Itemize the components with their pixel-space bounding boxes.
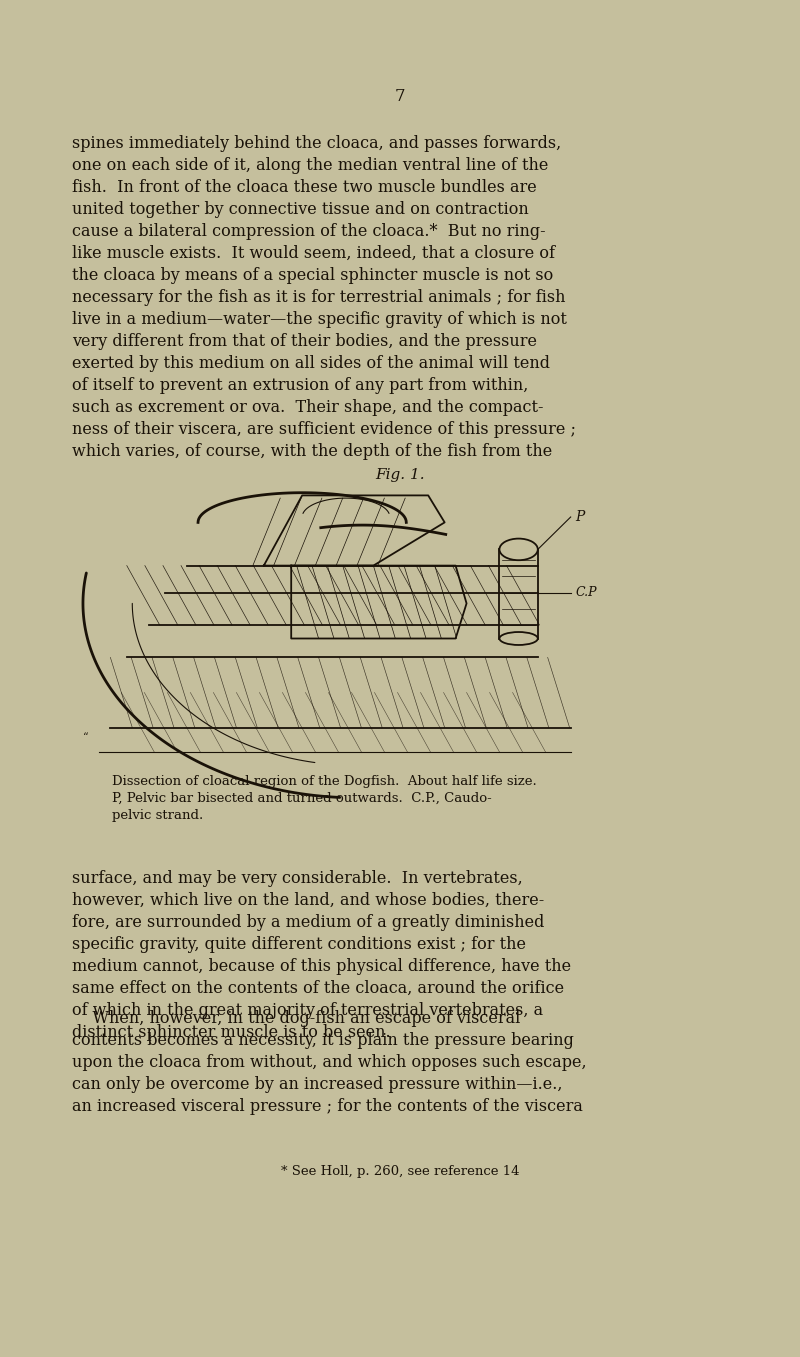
Text: P, Pelvic bar bisected and turned outwards.  C.P., Caudo-: P, Pelvic bar bisected and turned outwar… <box>112 792 492 805</box>
Text: pelvic strand.: pelvic strand. <box>112 809 203 822</box>
Text: of which in the great majority of terrestrial vertebrates, a: of which in the great majority of terres… <box>72 1001 543 1019</box>
Text: of itself to prevent an extrusion of any part from within,: of itself to prevent an extrusion of any… <box>72 377 528 394</box>
Text: Dissection of cloacal region of the Dogfish.  About half life size.: Dissection of cloacal region of the Dogf… <box>112 775 537 788</box>
Text: When, however, in the dog-fish an escape of visceral: When, however, in the dog-fish an escape… <box>72 1010 520 1027</box>
Text: exerted by this medium on all sides of the animal will tend: exerted by this medium on all sides of t… <box>72 356 550 372</box>
Text: distinct sphincter muscle is to be seen.: distinct sphincter muscle is to be seen. <box>72 1025 390 1041</box>
Text: upon the cloaca from without, and which opposes such escape,: upon the cloaca from without, and which … <box>72 1054 586 1071</box>
Text: contents becomes a necessity, it is plain the pressure bearing: contents becomes a necessity, it is plai… <box>72 1033 574 1049</box>
Text: ness of their viscera, are sufficient evidence of this pressure ;: ness of their viscera, are sufficient ev… <box>72 421 576 438</box>
Text: which varies, of course, with the depth of the fish from the: which varies, of course, with the depth … <box>72 442 552 460</box>
Text: like muscle exists.  It would seem, indeed, that a closure of: like muscle exists. It would seem, indee… <box>72 246 555 262</box>
Text: C.P: C.P <box>576 586 597 598</box>
Text: medium cannot, because of this physical difference, have the: medium cannot, because of this physical … <box>72 958 571 974</box>
Text: spines immediately behind the cloaca, and passes forwards,: spines immediately behind the cloaca, an… <box>72 134 562 152</box>
Text: live in a medium—water—the specific gravity of which is not: live in a medium—water—the specific grav… <box>72 311 567 328</box>
Text: “: “ <box>83 733 89 744</box>
Text: cause a bilateral compression of the cloaca.*  But no ring-: cause a bilateral compression of the clo… <box>72 223 546 240</box>
Text: fish.  In front of the cloaca these two muscle bundles are: fish. In front of the cloaca these two m… <box>72 179 537 195</box>
Text: the cloaca by means of a special sphincter muscle is not so: the cloaca by means of a special sphinct… <box>72 267 554 284</box>
Text: same effect on the contents of the cloaca, around the orifice: same effect on the contents of the cloac… <box>72 980 564 997</box>
Text: 7: 7 <box>394 88 406 104</box>
Text: united together by connective tissue and on contraction: united together by connective tissue and… <box>72 201 529 218</box>
Text: very different from that of their bodies, and the pressure: very different from that of their bodies… <box>72 332 537 350</box>
Text: an increased visceral pressure ; for the contents of the viscera: an increased visceral pressure ; for the… <box>72 1098 583 1115</box>
Text: necessary for the fish as it is for terrestrial animals ; for fish: necessary for the fish as it is for terr… <box>72 289 566 305</box>
Text: surface, and may be very considerable.  In vertebrates,: surface, and may be very considerable. I… <box>72 870 522 887</box>
Text: such as excrement or ova.  Their shape, and the compact-: such as excrement or ova. Their shape, a… <box>72 399 543 417</box>
Text: can only be overcome by an increased pressure within—i.e.,: can only be overcome by an increased pre… <box>72 1076 562 1092</box>
Text: however, which live on the land, and whose bodies, there-: however, which live on the land, and who… <box>72 892 544 909</box>
Text: fore, are surrounded by a medium of a greatly diminished: fore, are surrounded by a medium of a gr… <box>72 915 544 931</box>
Text: one on each side of it, along the median ventral line of the: one on each side of it, along the median… <box>72 157 548 174</box>
Text: Fig. 1.: Fig. 1. <box>375 468 425 482</box>
Text: specific gravity, quite different conditions exist ; for the: specific gravity, quite different condit… <box>72 936 526 953</box>
Text: P: P <box>576 510 585 524</box>
Text: * See Holl, p. 260, see reference 14: * See Holl, p. 260, see reference 14 <box>281 1166 519 1178</box>
